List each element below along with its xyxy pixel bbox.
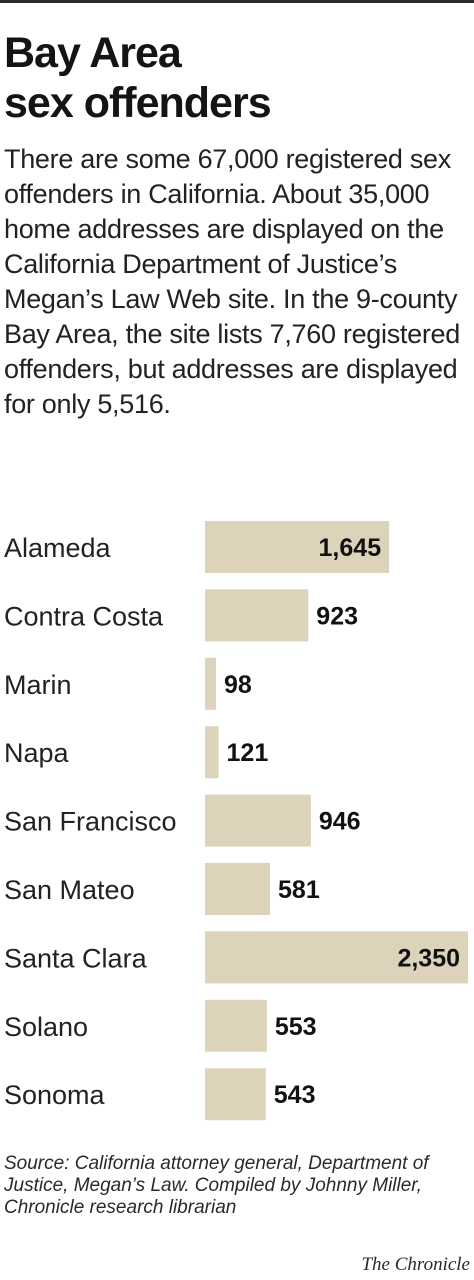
bar-santa-clara [205, 931, 468, 984]
value-label-contra-costa: 923 [316, 602, 358, 630]
bar-san-francisco [205, 794, 311, 847]
category-label-santa-clara: Santa Clara [4, 943, 148, 973]
bar-sonoma [205, 1068, 266, 1121]
bar-marin [205, 657, 216, 710]
value-label-alameda: 1,645 [319, 534, 382, 562]
category-label-napa: Napa [4, 738, 70, 768]
category-label-contra-costa: Contra Costa [4, 601, 164, 631]
value-label-solano: 553 [275, 1013, 317, 1041]
top-rule [0, 0, 474, 3]
value-label-santa-clara: 2,350 [397, 944, 460, 972]
bar-napa [205, 726, 219, 779]
category-label-alameda: Alameda [4, 533, 112, 563]
category-label-sonoma: Sonoma [4, 1080, 106, 1110]
bar-san-mateo [205, 863, 271, 915]
intro-text: There are some 67,000 registered sex off… [4, 144, 460, 419]
value-label-marin: 98 [224, 671, 252, 699]
title-line-2: sex offenders [4, 79, 272, 127]
category-label-san-mateo: San Mateo [4, 875, 135, 905]
category-label-marin: Marin [4, 670, 72, 700]
category-label-san-francisco: San Francisco [4, 807, 177, 837]
value-label-napa: 121 [227, 739, 269, 767]
credit-line: The Chronicle [361, 1254, 470, 1275]
title-line-1: Bay Area [4, 29, 182, 77]
chart-title: Bay Area sex offenders [4, 28, 470, 128]
category-label-solano: Solano [4, 1012, 88, 1042]
value-label-sonoma: 543 [274, 1081, 316, 1109]
bar-solano [205, 999, 267, 1052]
bar-contra-costa [205, 589, 309, 642]
source-note: Source: California attorney general, Dep… [4, 1153, 429, 1218]
bar-alameda [205, 521, 390, 573]
value-label-san-francisco: 946 [319, 808, 361, 836]
bar-chart: Alameda 1,645 Contra Costa 923 Marin 98 Napa 12… [4, 521, 468, 1121]
value-label-san-mateo: 581 [278, 876, 320, 904]
